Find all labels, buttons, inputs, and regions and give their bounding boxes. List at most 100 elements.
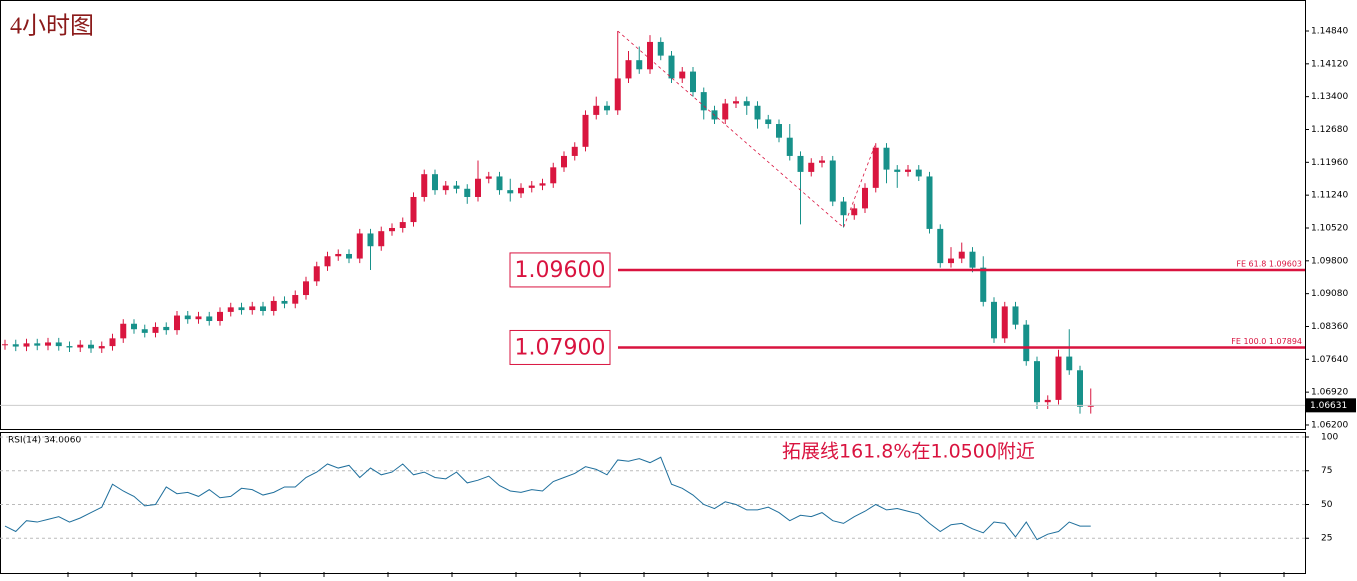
y-tick-label: 1.10520	[1311, 223, 1348, 233]
candle-body	[475, 178, 481, 197]
rsi-frame	[0, 432, 1306, 574]
fib-guide	[617, 30, 877, 229]
candle-body	[313, 266, 320, 282]
annotation: 拓展线161.8%在1.0500附近	[782, 441, 1035, 463]
candle-body	[539, 183, 546, 186]
candle-body	[45, 342, 51, 346]
y-tick-label: 100	[1321, 432, 1338, 442]
candle-body	[184, 315, 191, 320]
candle-body	[227, 307, 234, 312]
candle-body	[991, 301, 997, 339]
candle-body	[1012, 306, 1019, 325]
candle-body	[1044, 399, 1051, 403]
candle-body	[195, 316, 202, 320]
chart-title: 4小时图	[10, 13, 94, 40]
candle-body	[883, 147, 890, 170]
candle-body	[786, 137, 793, 156]
y-tick-label: 1.09800	[1311, 256, 1348, 266]
candle-body	[270, 300, 277, 311]
candle-body	[98, 346, 105, 349]
fe-label: FE 61.8 1.09603	[1236, 259, 1302, 268]
candle-body	[281, 300, 288, 304]
candle-body	[1055, 356, 1062, 400]
y-tick-label: 1.14120	[1311, 59, 1348, 69]
candle-body	[1023, 324, 1030, 362]
y-tick-label: 75	[1321, 466, 1332, 476]
candle-body	[174, 315, 180, 331]
candle-body	[647, 41, 653, 70]
candle-body	[765, 119, 772, 125]
y-tick-label: 1.11240	[1311, 191, 1348, 201]
fe-label: FE 100.0 1.07894	[1231, 337, 1302, 346]
candle-body	[550, 167, 557, 184]
price-tag-label: 1.06631	[1310, 401, 1347, 411]
candle-body	[894, 169, 901, 172]
candle-body	[625, 60, 632, 79]
candle-body	[851, 208, 858, 216]
candle-body	[346, 253, 352, 259]
y-tick-label: 1.11960	[1311, 158, 1348, 168]
candle-body	[1066, 356, 1073, 371]
candle-body	[249, 306, 256, 311]
level-label: 1.07900	[515, 335, 606, 360]
candle-body	[1034, 361, 1040, 403]
main-frame	[0, 0, 1306, 430]
candle-body	[399, 222, 406, 228]
candle-body	[453, 185, 460, 189]
candle-body	[389, 227, 395, 232]
candle-body	[131, 323, 137, 330]
candle-body	[733, 101, 739, 104]
candle-body	[410, 196, 417, 223]
candle-body	[700, 92, 707, 111]
candle-body	[335, 253, 342, 257]
candle-body	[432, 174, 438, 191]
candle-body	[421, 174, 428, 197]
y-tick-label: 1.07640	[1311, 355, 1348, 365]
candle-body	[206, 316, 213, 322]
candle-body	[23, 343, 30, 347]
candle-body	[464, 188, 471, 197]
candle-body	[582, 114, 589, 147]
candle-body	[862, 187, 868, 209]
y-tick-label: 1.08360	[1311, 322, 1348, 332]
y-tick-label: 25	[1321, 534, 1332, 544]
candle-body	[442, 185, 449, 191]
candle-body	[636, 60, 643, 70]
candle-body	[528, 185, 535, 188]
candle-body	[496, 176, 503, 191]
candle-body	[722, 103, 729, 120]
candle-body	[905, 169, 911, 172]
candle-body	[980, 267, 987, 302]
candle-body	[969, 251, 976, 268]
candle-body	[303, 281, 309, 296]
level-label: 1.09600	[515, 258, 606, 283]
candle-body	[657, 41, 664, 56]
candle-body	[2, 344, 8, 346]
candle-body	[561, 155, 567, 168]
candle-body	[120, 323, 127, 339]
candle-body	[260, 306, 266, 311]
candle-body	[614, 78, 621, 111]
level-box	[509, 329, 611, 365]
candle-body	[88, 344, 94, 349]
candle-body	[571, 146, 578, 156]
candle-body	[604, 105, 610, 111]
candle-body	[141, 329, 148, 333]
candle-body	[292, 295, 299, 304]
candle-body	[819, 160, 825, 163]
candle-body	[1077, 370, 1083, 407]
candle-body	[915, 169, 922, 177]
candle-body	[485, 176, 492, 179]
y-tick-label: 1.06920	[1311, 388, 1348, 398]
candle-body	[690, 71, 696, 93]
candle-body	[808, 162, 815, 172]
candle-body	[12, 344, 19, 347]
candle-body	[679, 71, 686, 79]
candle-body	[324, 256, 331, 267]
candle-body	[367, 233, 374, 247]
candle-body	[754, 105, 761, 120]
candle-body	[872, 147, 879, 188]
candle-body	[593, 105, 600, 115]
y-tick-label: 50	[1321, 500, 1333, 510]
